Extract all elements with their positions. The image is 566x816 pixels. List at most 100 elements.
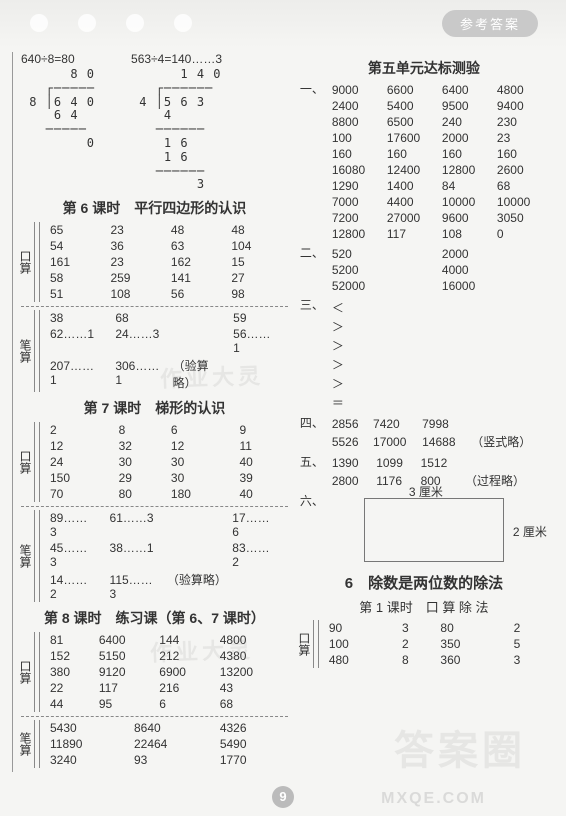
table-cell: [467, 416, 548, 432]
table-cell: 22464: [130, 736, 216, 752]
work-2: 1 4 0 ┌────── 4 │5 6 3 4 ────── 1 6 1 6 …: [131, 68, 222, 192]
table-row: 543663104: [46, 238, 288, 254]
table-row: ＞: [328, 336, 548, 355]
table-cell: 160: [328, 146, 383, 162]
sec7-bi: 笔算 89……361……317……645……338……183……214……211…: [21, 506, 288, 602]
table-row: 88006500240230: [328, 114, 548, 130]
table-cell: 59: [229, 310, 280, 326]
table-cell: 141: [167, 270, 227, 286]
table-cell: 3: [510, 652, 548, 668]
q3-table: ＜＞＞＞＞＝: [328, 298, 548, 412]
table-cell: 240: [438, 114, 493, 130]
table-cell: 230: [493, 114, 548, 130]
table-cell: 38: [46, 310, 103, 326]
table-cell: 52000: [328, 278, 438, 294]
table-row: 55261700014688（竖式略）: [328, 432, 548, 451]
page-number: 9: [272, 786, 294, 808]
table-cell: 22: [46, 680, 95, 696]
q2-table: 5202000520040005200016000: [328, 246, 548, 294]
table-row: 72002700096003050: [328, 210, 548, 226]
table-cell: 5400: [383, 98, 438, 114]
table-cell: 350: [436, 636, 509, 652]
q1-table: 9000660064004800240054009500940088006500…: [328, 82, 548, 242]
answer-key-pill: 参考答案: [442, 10, 538, 37]
table-cell: 6600: [383, 82, 438, 98]
section-8-title: 第 8 课时 练习课（第 6、7 课时）: [21, 608, 288, 628]
table-cell: [98, 510, 106, 540]
unit5-title: 第五单元达标测验: [300, 58, 548, 78]
table-cell: 30: [167, 470, 236, 486]
table-cell: 115……3: [106, 570, 163, 602]
work-1: 8 0 ┌───── 8 │6 4 0 6 4 ───── 0: [21, 68, 95, 151]
table-cell: 43: [216, 680, 288, 696]
table-cell: 12800: [438, 162, 493, 178]
unit5-q4: 四、 28567420799855261700014688（竖式略）: [300, 416, 548, 451]
table-cell: 10000: [493, 194, 548, 210]
table-cell: [280, 326, 288, 356]
table-row: ＞: [328, 317, 548, 336]
table-cell: 117: [383, 226, 438, 242]
table-cell: 13200: [216, 664, 288, 680]
q1-label: 一、: [300, 82, 324, 242]
expr-2: 563÷4=140……3: [131, 52, 222, 66]
table-cell: 23: [493, 130, 548, 146]
table-cell: 24……3: [111, 326, 168, 356]
table-cell: 36: [106, 238, 166, 254]
table-cell: 80: [436, 620, 509, 636]
table-cell: 161: [46, 254, 106, 270]
table-cell: 14688: [418, 432, 467, 451]
table-row: 386859: [46, 310, 288, 326]
table-cell: 40: [236, 486, 288, 502]
sec7-bi-table: 89……361……317……645……338……183……214……2115………: [39, 510, 288, 602]
unit5-q6: 六、 3 厘米 2 厘米: [300, 494, 548, 566]
table-cell: 3240: [46, 752, 130, 768]
table-cell: 0: [493, 226, 548, 242]
table-cell: 3: [398, 620, 436, 636]
table-cell: 9120: [95, 664, 155, 680]
table-cell: [228, 570, 280, 602]
table-cell: 3050: [493, 210, 548, 226]
table-cell: 15: [227, 254, 287, 270]
unit5-q2: 二、 5202000520040005200016000: [300, 246, 548, 294]
table-cell: 1400: [383, 178, 438, 194]
table-row: 139010991512: [328, 455, 548, 471]
table-cell: 70: [46, 486, 115, 502]
table-cell: 162: [167, 254, 227, 270]
long-division-block: 640÷8=80 8 0 ┌───── 8 │6 4 0 6 4 ───── 0…: [21, 52, 288, 192]
table-cell: 5430: [46, 720, 130, 736]
table-cell: 100: [325, 636, 398, 652]
table-cell: 9400: [493, 98, 548, 114]
table-cell: ＞: [328, 355, 548, 374]
watermark-mid1: 作业大灵: [159, 358, 264, 394]
table-row: ＞: [328, 355, 548, 374]
table-cell: 61……3: [106, 510, 163, 540]
table-cell: 9500: [438, 98, 493, 114]
table-cell: 38……1: [106, 540, 163, 570]
shape-snow: [174, 14, 192, 32]
rect-side-label: 2 厘米: [513, 523, 547, 540]
table-cell: 12: [167, 438, 236, 454]
table-cell: 2000: [438, 246, 548, 262]
table-cell: 152: [46, 648, 95, 664]
table-cell: 160: [438, 146, 493, 162]
table-cell: 6: [167, 422, 236, 438]
watermark-big: 答案圈: [394, 718, 526, 776]
table-cell: 180: [167, 486, 236, 502]
table-cell: 108: [106, 286, 166, 302]
table-cell: 30: [167, 454, 236, 470]
table-cell: 520: [328, 246, 438, 262]
table-cell: [461, 455, 548, 471]
table-cell: 81: [46, 632, 95, 648]
watermark-url: MXQE.COM: [381, 790, 486, 808]
table-cell: [280, 356, 288, 392]
rect-top-label: 3 厘米: [409, 483, 443, 500]
table-cell: 6400: [95, 632, 155, 648]
table-row: 5825914127: [46, 270, 288, 286]
table-cell: [280, 310, 288, 326]
table-cell: 6400: [438, 82, 493, 98]
ch6-kou: 口算 9038021002350548083603: [300, 620, 548, 668]
table-cell: 39: [236, 470, 288, 486]
table-cell: 9000: [328, 82, 383, 98]
longdiv-1: 640÷8=80 8 0 ┌───── 8 │6 4 0 6 4 ───── 0: [21, 52, 95, 192]
bi-label: 笔算: [21, 720, 35, 768]
